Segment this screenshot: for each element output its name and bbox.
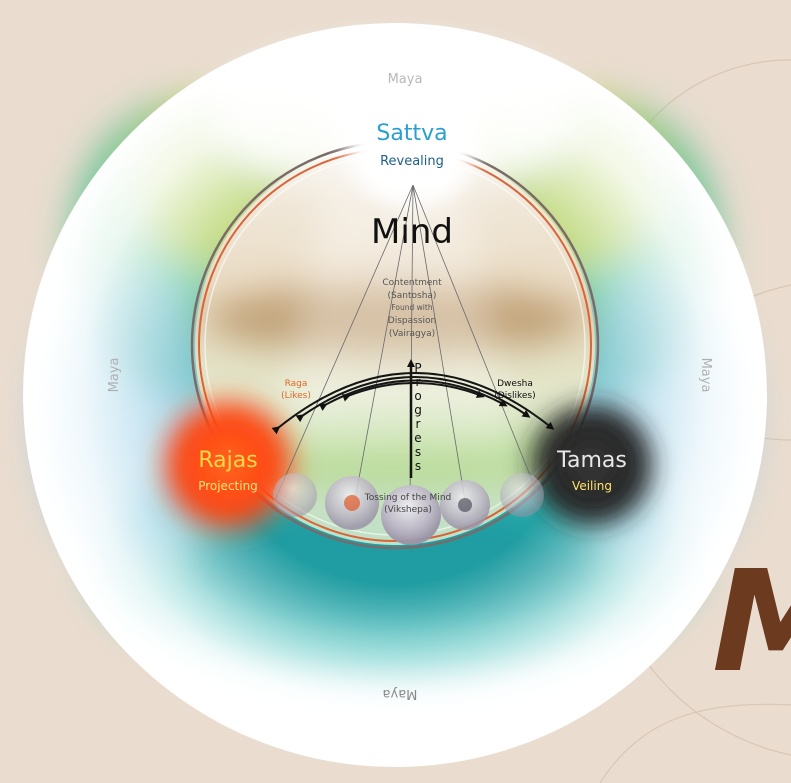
mind-orbs: [273, 473, 544, 545]
tamas-subtitle: Veiling: [572, 479, 612, 493]
sattva-glow: [334, 62, 490, 218]
mind-arcs: [271, 372, 555, 435]
dwesha-label: Dwesha: [497, 379, 533, 389]
progress-label: P r o g r e s s: [414, 361, 422, 473]
tamas-glow: [520, 393, 664, 537]
contentment-text: Contentment (Santosha) Found with Dispas…: [382, 278, 442, 339]
orb: [273, 473, 317, 517]
contentment-line: (Vairagya): [389, 329, 435, 339]
contentment-line: Contentment: [382, 278, 442, 288]
maya-label-bottom: Maya: [383, 686, 418, 701]
progress-letter: g: [414, 403, 422, 417]
maya-label-left: Maya: [107, 358, 122, 393]
progress-letter: r: [416, 417, 421, 431]
progress-letter: o: [414, 389, 421, 403]
contentment-line: Found with: [391, 303, 432, 312]
tossing-label: Tossing of the Mind: [364, 493, 451, 503]
raga-label: Raga: [285, 379, 308, 389]
maya-label-right: Maya: [698, 358, 713, 393]
progress-letter: P: [414, 361, 421, 375]
mind-title: Mind: [371, 212, 453, 252]
rajas-subtitle: Projecting: [198, 479, 258, 493]
progress-letter: s: [415, 459, 421, 473]
orb: [344, 495, 360, 511]
tamas-title: Tamas: [556, 448, 627, 473]
progress-letter: s: [415, 445, 421, 459]
orb: [458, 498, 472, 512]
corner-letter: M: [712, 541, 791, 704]
raga-sublabel: (Likes): [281, 391, 311, 401]
sattva-title: Sattva: [376, 121, 447, 146]
contentment-line: (Santosha): [388, 291, 437, 301]
orb: [381, 485, 441, 545]
tossing-sublabel: (Vikshepa): [384, 505, 432, 515]
dwesha-sublabel: (Dislikes): [494, 391, 535, 401]
progress-letter: r: [416, 375, 421, 389]
maya-label-top: Maya: [388, 72, 423, 87]
contentment-line: Dispassion: [388, 316, 436, 326]
progress-letter: e: [414, 431, 421, 445]
rajas-title: Rajas: [198, 448, 257, 473]
orb: [500, 473, 544, 517]
sattva-subtitle: Revealing: [380, 154, 444, 169]
rajas-glow: [150, 387, 306, 543]
